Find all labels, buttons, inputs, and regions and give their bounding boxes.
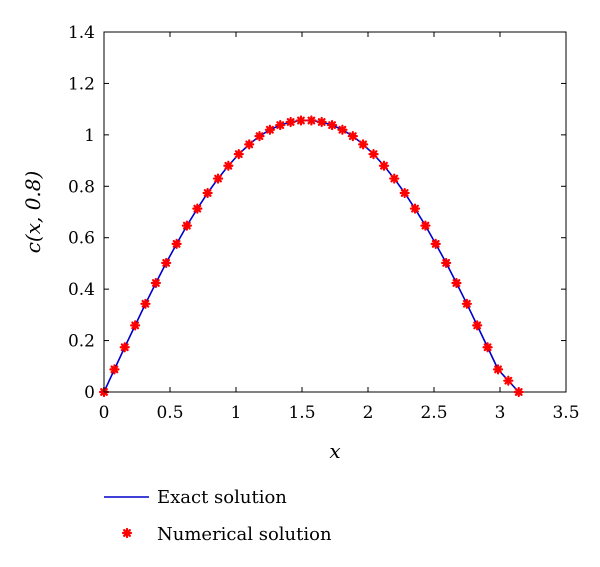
data-point-numerical-solution — [181, 220, 192, 231]
y-tick-label: 0 — [84, 383, 95, 403]
data-point-numerical-solution — [212, 173, 224, 184]
data-point-numerical-solution — [233, 149, 244, 160]
x-tick-label: 2 — [363, 403, 374, 423]
data-point-numerical-solution — [399, 187, 410, 199]
data-point-numerical-solution — [171, 238, 182, 249]
x-tick-label: 1 — [231, 403, 242, 423]
y-tick-label: 1.2 — [68, 74, 95, 94]
data-point-numerical-solution — [150, 277, 161, 289]
series-layer — [98, 115, 524, 398]
y-tick-label: 0.8 — [68, 177, 95, 197]
data-point-numerical-solution — [441, 257, 452, 269]
y-tick-label: 0.4 — [68, 280, 95, 300]
plot-area: 0 0.5 1 1.5 2 2.5 3 3.5 0 0.2 0.4 0.6 0.8 1 1.2 1.4 — [68, 23, 580, 423]
x-axis-label: x — [329, 439, 340, 463]
plot-frame — [103, 31, 567, 393]
x-tick-label: 1.5 — [288, 403, 315, 423]
data-point-numerical-solution — [130, 320, 141, 331]
data-point-numerical-solution — [119, 342, 130, 353]
data-point-numerical-solution — [306, 115, 317, 126]
y-axis-label: c(x, 0.8) — [21, 171, 45, 254]
data-point-numerical-solution — [461, 298, 472, 309]
data-point-numerical-solution — [389, 173, 400, 184]
x-tick-label: 3.5 — [552, 403, 579, 423]
x-tick-label: 0.5 — [156, 403, 183, 423]
y-tick-label: 0.2 — [68, 332, 95, 352]
data-point-numerical-solution — [140, 298, 151, 309]
legend-label-numerical-solution: Numerical solution — [157, 524, 332, 545]
data-point-numerical-solution — [337, 124, 348, 135]
data-point-numerical-solution — [368, 149, 379, 160]
data-point-numerical-solution — [503, 375, 514, 386]
data-point-numerical-solution — [202, 187, 213, 199]
data-point-numerical-solution — [326, 119, 338, 131]
data-point-numerical-solution — [347, 131, 358, 142]
data-point-numerical-solution — [420, 220, 431, 231]
y-tick-label: 1.4 — [68, 23, 95, 43]
y-axis: 0 0.2 0.4 0.6 0.8 1 1.2 1.4 — [68, 23, 566, 403]
legend-marker-star — [121, 527, 133, 539]
data-point-numerical-solution — [192, 203, 203, 214]
x-tick-label: 2.5 — [420, 403, 447, 423]
data-point-numerical-solution — [161, 257, 172, 269]
data-point-numerical-solution — [109, 364, 120, 375]
y-tick-label: 0.6 — [68, 229, 95, 249]
y-tick-label: 1 — [84, 126, 95, 146]
data-point-numerical-solution — [513, 386, 524, 398]
data-point-numerical-solution — [285, 116, 296, 128]
x-tick-label: 0 — [99, 403, 110, 423]
data-point-numerical-solution — [378, 160, 390, 171]
x-tick-label: 3 — [495, 403, 506, 423]
data-point-numerical-solution — [492, 364, 504, 375]
data-point-numerical-solution — [451, 277, 462, 289]
legend-marker-numerical-solution — [121, 527, 133, 539]
legend: Exact solution Numerical solution — [104, 487, 332, 545]
x-axis: 0 0.5 1 1.5 2 2.5 3 3.5 — [99, 32, 580, 423]
data-point-numerical-solution — [472, 320, 483, 331]
data-point-numerical-solution — [244, 139, 255, 150]
series-line-exact-solution — [103, 119, 520, 393]
data-point-numerical-solution — [482, 342, 493, 353]
data-point-numerical-solution — [295, 115, 307, 126]
legend-label-exact-solution: Exact solution — [157, 487, 287, 508]
data-point-numerical-solution — [430, 238, 441, 249]
data-point-numerical-solution — [223, 160, 234, 171]
data-point-numerical-solution — [358, 139, 369, 150]
data-point-numerical-solution — [316, 116, 327, 128]
data-point-numerical-solution — [275, 119, 286, 131]
data-point-numerical-solution — [409, 203, 421, 214]
data-point-numerical-solution — [254, 131, 265, 142]
data-point-numerical-solution — [264, 124, 276, 135]
